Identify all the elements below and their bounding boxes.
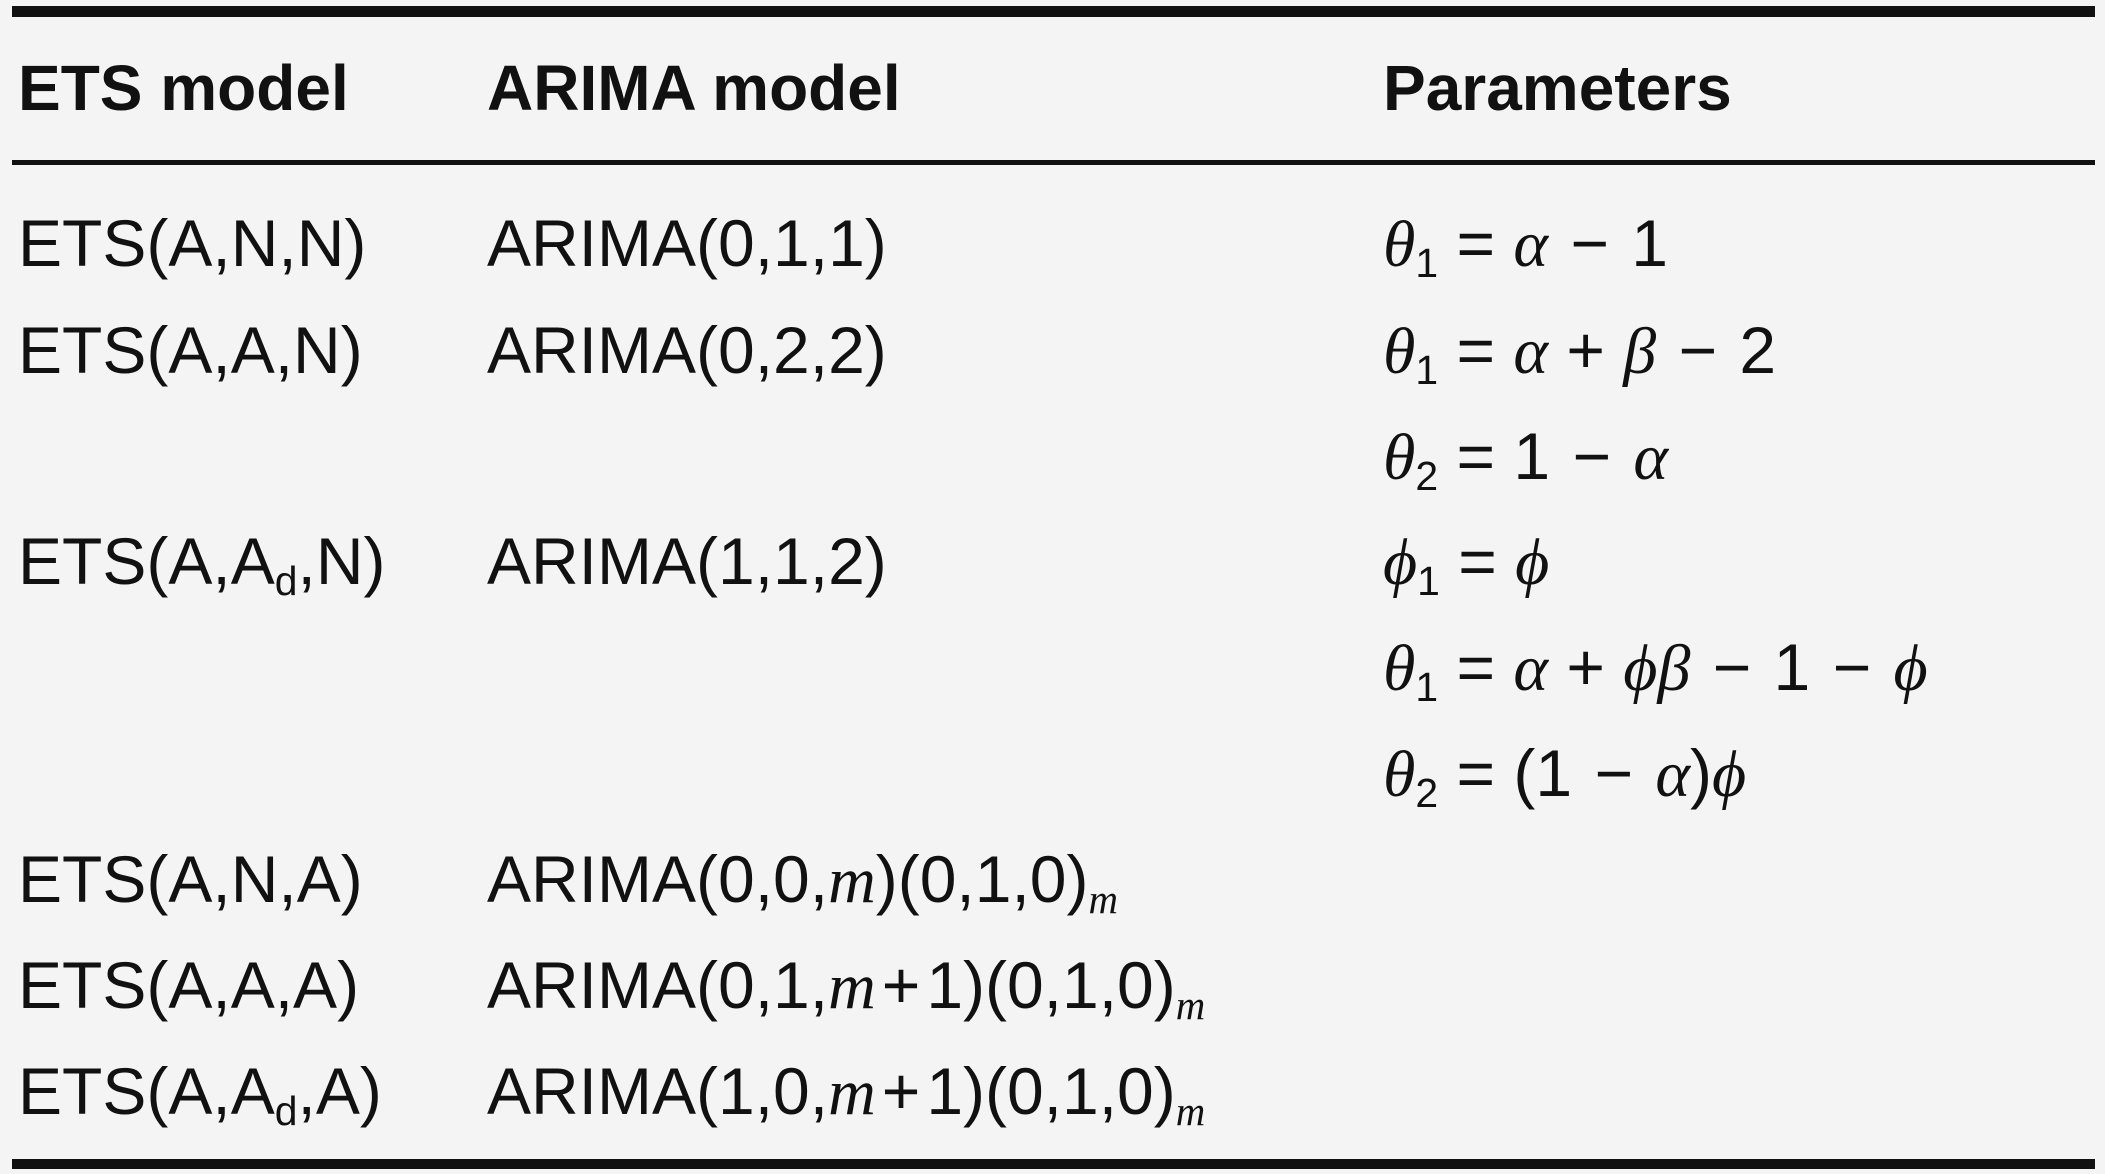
arima-model-cell: ARIMA(0,1,1) [487,206,887,280]
parameter-equation: θ1 = α + β − 2 [1383,313,1777,394]
parameter-equation: θ2 = 1 − α [1383,419,1668,500]
arima-model-cell: ARIMA(0,2,2) [487,313,887,387]
table-top-rule [12,6,2095,17]
header-parameters: Parameters [1383,52,1732,124]
parameter-equation: ϕ1 = ϕ [1383,524,1550,605]
table-header-rule [12,160,2095,165]
arima-model-cell: ARIMA(1,1,2) [487,524,887,598]
header-arima-model: ARIMA model [487,52,901,124]
parameter-equation: θ2 = (1 − α)ϕ [1383,736,1747,817]
ets-model-cell: ETS(A,N,A) [18,842,363,916]
arima-model-cell: ARIMA(0,1,m+1)(0,1,0)m [487,948,1206,1029]
header-ets-model: ETS model [18,52,349,124]
ets-model-cell: ETS(A,Ad,N) [18,524,386,605]
arima-model-cell: ARIMA(1,0,m+1)(0,1,0)m [487,1054,1206,1135]
ets-model-cell: ETS(A,Ad,A) [18,1054,382,1135]
parameter-equation: θ1 = α + ϕβ − 1 − ϕ [1383,630,1928,711]
table-bottom-rule [12,1159,2095,1169]
ets-model-cell: ETS(A,A,N) [18,313,363,387]
arima-model-cell: ARIMA(0,0,m)(0,1,0)m [487,842,1119,923]
ets-model-cell: ETS(A,N,N) [18,206,367,280]
ets-model-cell: ETS(A,A,A) [18,948,360,1022]
parameter-equation: θ1 = α − 1 [1383,206,1668,287]
